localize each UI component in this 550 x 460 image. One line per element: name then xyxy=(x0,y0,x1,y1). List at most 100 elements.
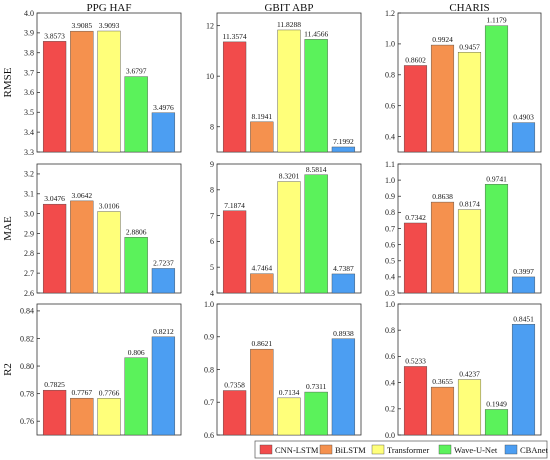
y-tick-label: 5 xyxy=(210,263,214,272)
bar xyxy=(97,211,121,294)
bar-value-label: 4.7387 xyxy=(333,264,354,273)
bar-value-label: 0.7358 xyxy=(224,381,245,390)
bar xyxy=(222,41,247,153)
bar xyxy=(250,121,274,153)
bar xyxy=(457,52,482,153)
bar xyxy=(277,181,301,294)
bar xyxy=(457,209,482,294)
bar-value-label: 8.1941 xyxy=(251,112,272,121)
y-tick-label: 10 xyxy=(206,72,214,81)
bar-value-label: 0.7825 xyxy=(44,380,65,389)
bar-value-label: 3.0106 xyxy=(99,202,120,211)
bar-value-label: 0.3997 xyxy=(513,267,534,276)
bar xyxy=(151,268,176,294)
y-tick-label: 7 xyxy=(210,211,214,220)
bar xyxy=(484,184,509,294)
bar-value-label: 0.806 xyxy=(128,348,145,357)
bar xyxy=(42,389,67,436)
bar xyxy=(403,65,428,153)
y-tick-label: 0.6 xyxy=(385,240,395,249)
y-tick-label: 4 xyxy=(210,289,214,298)
bar xyxy=(277,29,301,153)
bar xyxy=(222,390,247,436)
bar-value-label: 0.1949 xyxy=(486,399,507,408)
y-tick-label: 9 xyxy=(210,160,214,169)
y-tick-label: 0.78 xyxy=(20,389,34,398)
y-tick-label: 6 xyxy=(210,237,214,246)
bar-value-label: 8.5814 xyxy=(306,165,327,174)
bar-value-label: 7.1992 xyxy=(333,137,354,146)
legend-swatch xyxy=(438,444,452,455)
bar-value-label: 0.9457 xyxy=(459,42,480,51)
y-tick-label: 3.2 xyxy=(24,170,34,179)
bar-value-label: 0.8212 xyxy=(153,327,174,336)
y-tick-label: 0.4 xyxy=(385,132,395,141)
bar-value-label: 3.9085 xyxy=(71,21,92,30)
bar-value-label: 0.3655 xyxy=(432,377,453,386)
legend-swatch xyxy=(319,444,333,455)
bar-value-label: 7.1874 xyxy=(224,201,245,210)
y-tick-label: 3.5 xyxy=(24,108,34,117)
y-tick-label: 8 xyxy=(210,123,214,132)
y-tick-label: 0.8 xyxy=(385,71,395,80)
y-tick-label: 3.8 xyxy=(24,49,34,58)
bar-value-label: 2.8806 xyxy=(126,227,147,236)
bar-value-label: 3.0476 xyxy=(44,194,65,203)
bar xyxy=(97,30,121,153)
bar-value-label: 1.1179 xyxy=(486,16,507,25)
y-tick-label: 0.84 xyxy=(20,307,34,316)
bar xyxy=(403,222,428,294)
y-tick-label: 3.7 xyxy=(24,68,34,77)
bar xyxy=(403,366,428,436)
y-tick-label: 0.7 xyxy=(385,224,395,233)
y-tick-label: 3.3 xyxy=(24,148,34,157)
y-tick-label: 0.6 xyxy=(385,352,395,361)
bar xyxy=(457,379,482,436)
bar-value-label: 0.8174 xyxy=(459,200,480,209)
bar-value-label: 0.8638 xyxy=(432,192,453,201)
bar xyxy=(124,76,148,153)
bar xyxy=(124,237,148,294)
y-tick-label: 0.6 xyxy=(204,431,214,440)
bar-value-label: 0.7134 xyxy=(279,388,300,397)
bar-value-label: 0.7766 xyxy=(99,388,120,397)
bar xyxy=(124,357,148,436)
bar xyxy=(277,397,301,436)
y-tick-label: 0.76 xyxy=(20,417,34,426)
bar xyxy=(304,39,328,153)
y-tick-label: 0.8 xyxy=(385,326,395,335)
y-tick-label: 1.1 xyxy=(385,160,395,169)
bar xyxy=(151,336,176,436)
bar xyxy=(331,273,356,294)
bar xyxy=(484,409,509,436)
legend-label: CNN-LSTM xyxy=(275,445,319,455)
y-tick-label: 2.8 xyxy=(24,249,34,258)
row-label: R2 xyxy=(2,363,14,376)
y-tick-label: 2.7 xyxy=(24,269,34,278)
bar-value-label: 0.4237 xyxy=(459,369,480,378)
bar xyxy=(511,276,536,294)
bar-value-label: 3.9093 xyxy=(99,21,120,30)
y-tick-label: 2.9 xyxy=(24,229,34,238)
bar xyxy=(222,210,247,294)
y-tick-label: 0.9 xyxy=(204,333,214,342)
y-tick-label: 0.80 xyxy=(20,362,34,371)
bar xyxy=(430,201,455,294)
y-tick-label: 1.0 xyxy=(204,300,214,309)
bar xyxy=(42,41,67,153)
bar-value-label: 3.4976 xyxy=(153,103,174,112)
y-tick-label: 12 xyxy=(206,21,214,30)
y-tick-label: 0.9 xyxy=(385,192,395,201)
legend-label: Wave-U-Net xyxy=(454,445,498,455)
bar xyxy=(250,273,274,294)
bar xyxy=(430,44,455,153)
bar xyxy=(250,348,274,436)
y-tick-label: 1.0 xyxy=(385,40,395,49)
bar xyxy=(151,112,176,153)
y-tick-label: 0.8 xyxy=(204,365,214,374)
bar xyxy=(331,338,356,436)
bar-value-label: 3.8573 xyxy=(44,31,65,40)
bar xyxy=(70,200,94,294)
bar-value-label: 0.8602 xyxy=(405,55,426,64)
